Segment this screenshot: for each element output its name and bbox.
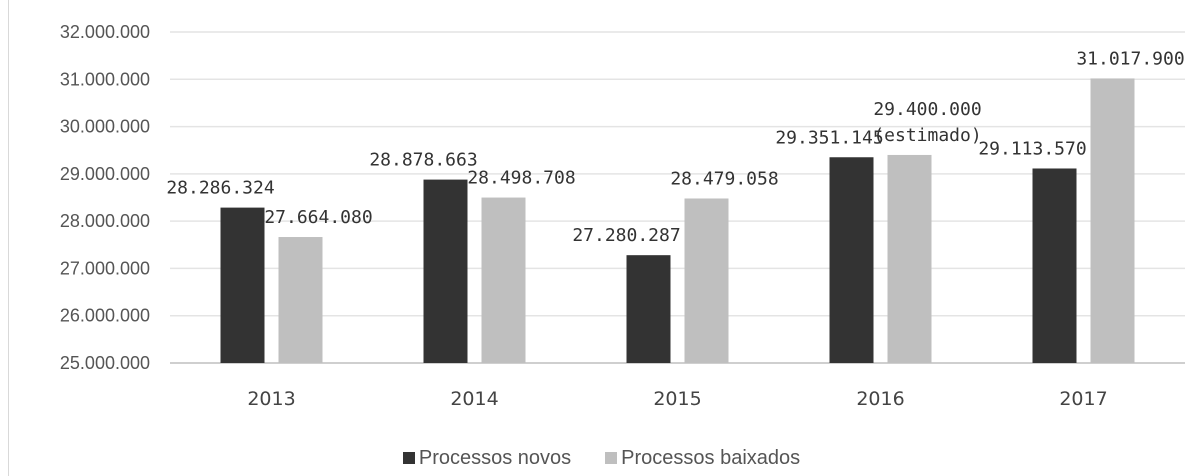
bar [684,198,729,363]
legend-swatch-processos-baixados [605,452,618,464]
y-tick-label: 31.000.000 [60,69,150,89]
data-label: 31.017.900 [1076,48,1184,69]
bar [278,237,323,363]
x-tick-label: 2014 [450,388,498,410]
y-tick-label: 28.000.000 [60,211,150,231]
bar-chart: 25.000.000 26.000.000 27.000.000 28.000.000… [60,22,1185,410]
data-label: 29.351.145 [775,127,883,148]
data-label: 28.479.058 [670,168,778,189]
bar [220,207,265,363]
legend-swatch-processos-novos [402,452,415,464]
legend-label-processos-novos: Processos novos [418,446,572,469]
data-label: 28.286.324 [166,178,274,199]
bar [423,179,468,363]
data-labels: 28.286.324 27.664.080 28.878.66328.498.708… [166,48,1184,246]
bar [626,255,671,363]
bar [1090,78,1135,363]
y-tick-label: 26.000.000 [60,306,150,326]
gridlines [170,31,1185,364]
y-tick-label: 27.000.000 [60,258,150,278]
data-label: 27.664.080 [264,207,372,228]
x-tick-label: 2015 [653,388,701,410]
y-tick-label: 25.000.000 [60,353,150,373]
y-tick-label: 30.000.000 [60,117,150,137]
bar [829,157,874,363]
y-axis-ticks: 25.000.000 26.000.000 27.000.000 28.000.000… [60,22,150,373]
data-label: 27.280.287 [572,225,680,246]
legend-item-processos-novos: Processos novos [402,446,572,470]
bar [481,197,526,363]
x-tick-label: 2016 [856,388,904,410]
x-tick-label: 2013 [247,388,295,410]
y-tick-label: 29.000.000 [60,164,150,184]
data-label: 29.400.000 (estimado) [873,99,981,146]
x-axis-ticks: 2013 2014 2015 2016 2017 [247,388,1107,410]
data-label: 29.113.570 [978,138,1086,159]
legend-label-processos-baixados: Processos baixados [621,446,801,469]
bar [887,154,932,363]
bars [220,78,1135,363]
left-frame-line [8,0,9,476]
legend: Processos novos Processos baixados [0,444,1203,472]
data-label: 28.498.708 [467,168,575,189]
x-tick-label: 2017 [1059,388,1107,410]
data-label: 28.878.663 [369,150,477,171]
y-tick-label: 32.000.000 [60,22,150,42]
bar [1032,168,1077,363]
legend-item-processos-baixados: Processos baixados [605,447,800,470]
